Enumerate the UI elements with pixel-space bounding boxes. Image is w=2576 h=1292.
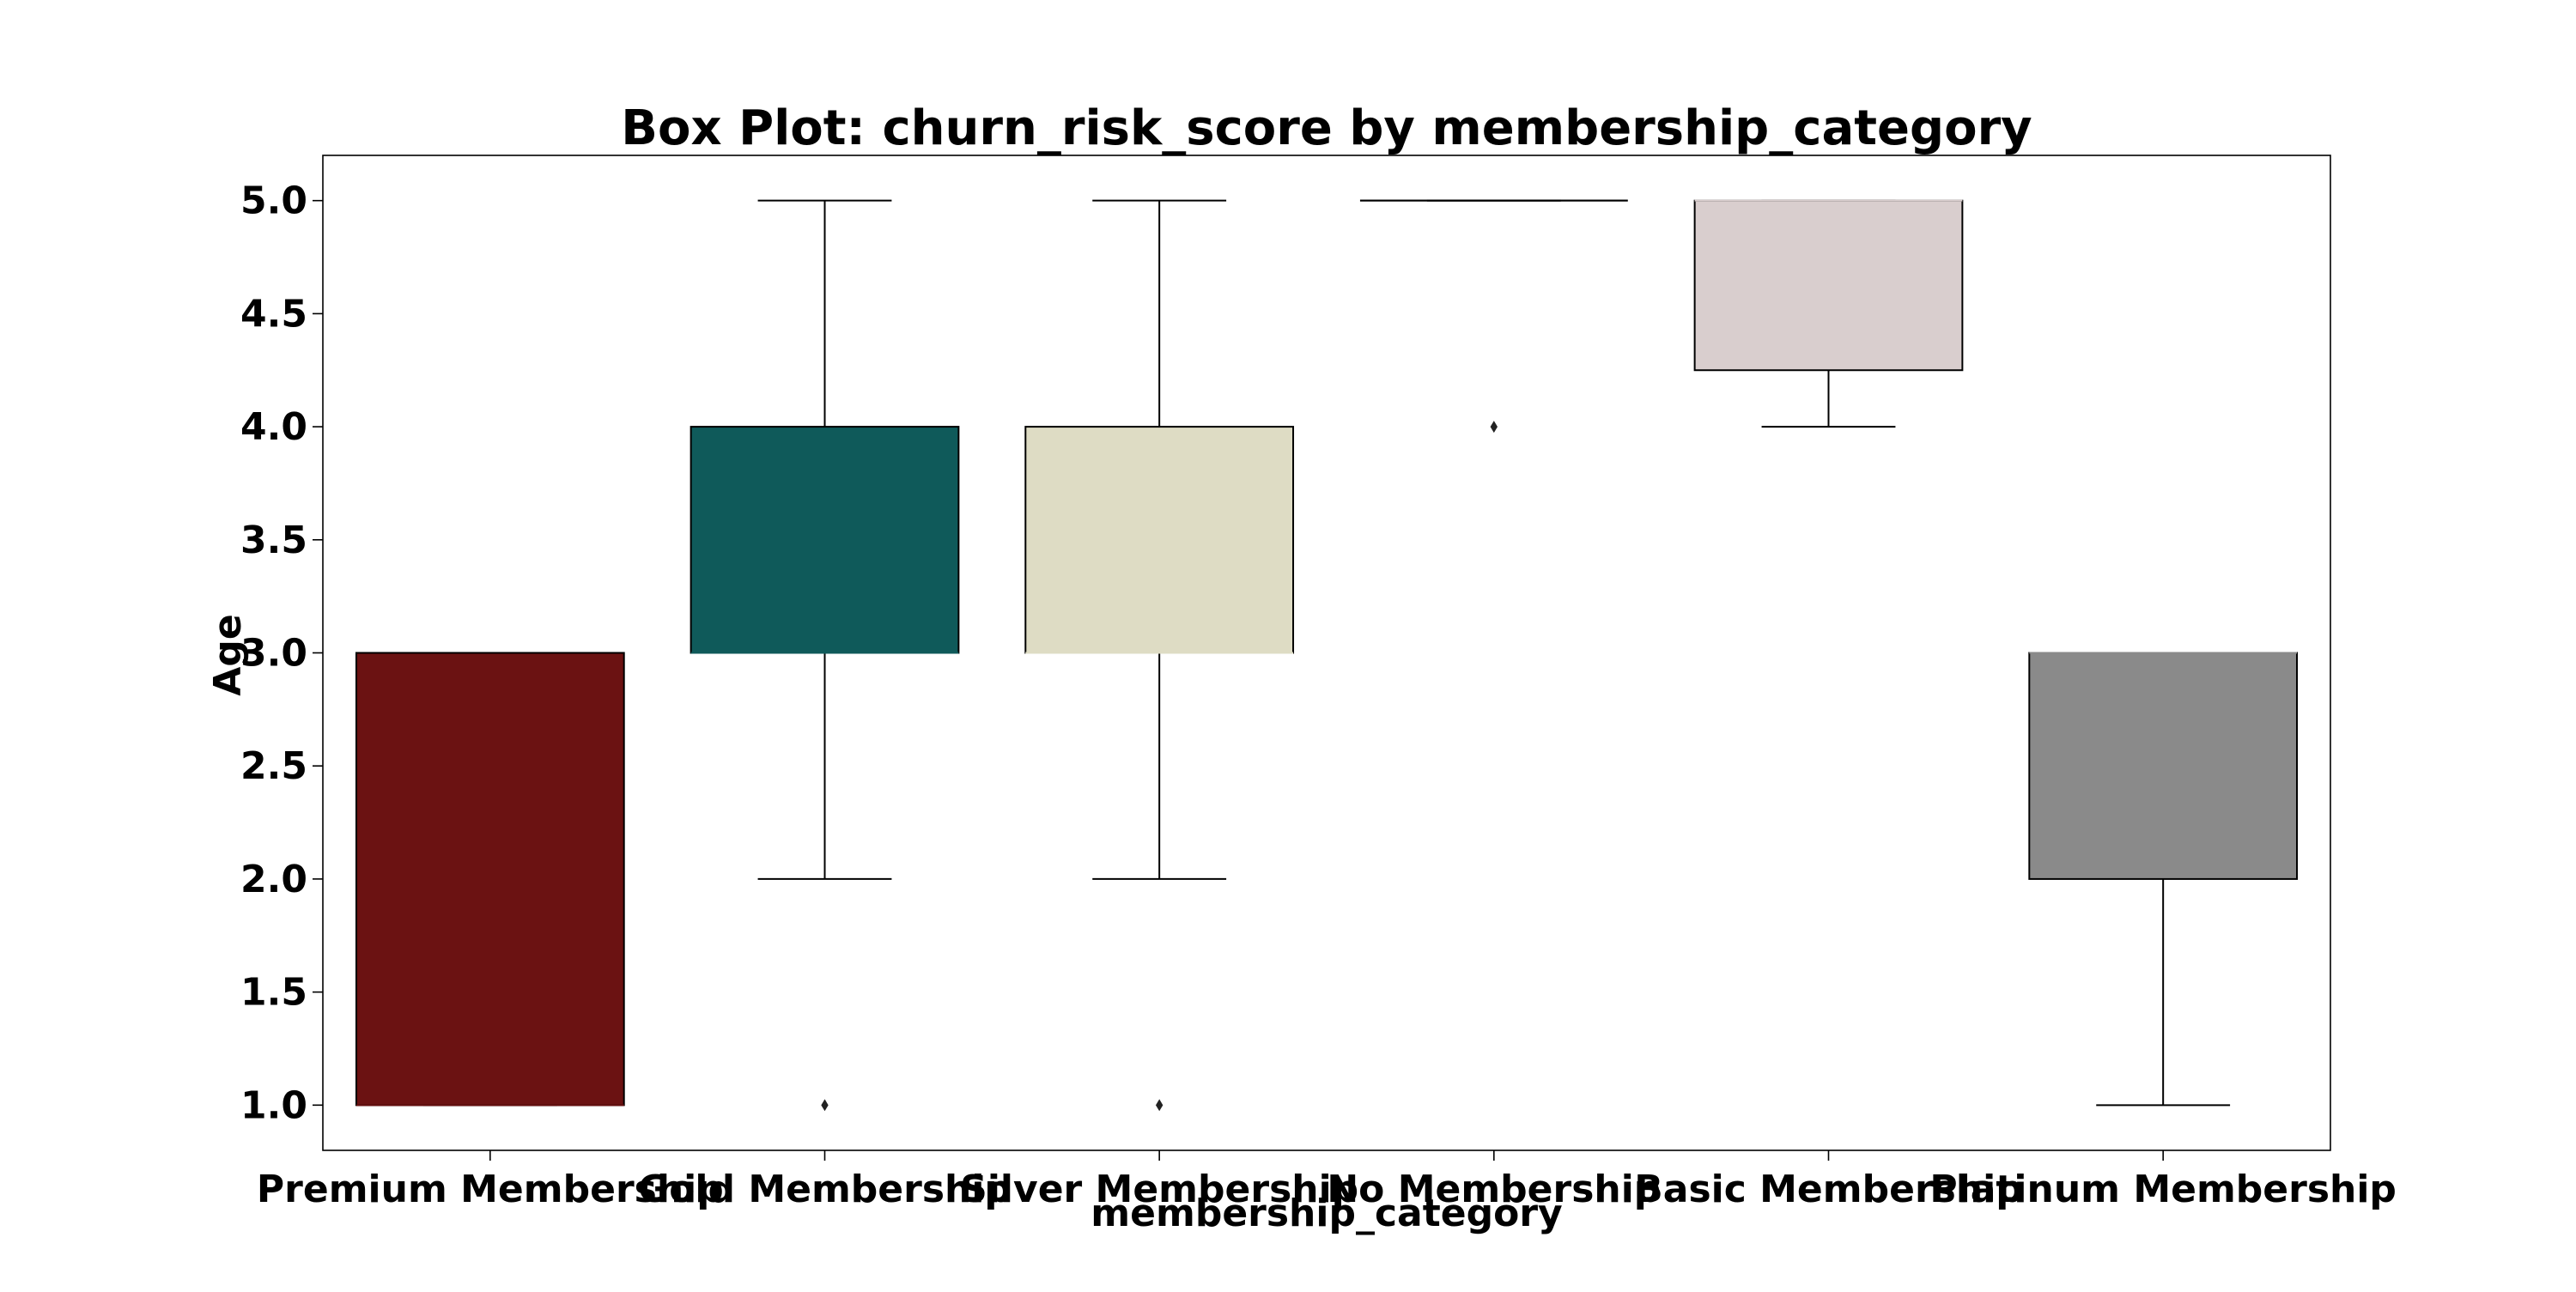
y-tick-label: 2.5	[240, 744, 307, 788]
x-tick-label: Platinum Membership	[1929, 1168, 2397, 1211]
x-tick-label: Silver Membership	[960, 1168, 1358, 1211]
x-tick-label: Gold Membership	[638, 1168, 1012, 1211]
y-tick-label: 2.0	[240, 858, 307, 901]
y-tick-label: 4.5	[240, 292, 307, 336]
box-body	[355, 652, 625, 1107]
box-body	[1024, 426, 1295, 654]
outlier-point	[1490, 421, 1498, 434]
y-tick-label: 3.5	[240, 519, 307, 562]
outlier-point	[821, 1099, 829, 1112]
y-tick-label: 1.5	[240, 971, 307, 1015]
x-tick-label: Basic Membership	[1634, 1168, 2023, 1211]
x-tick-label: No Membership	[1327, 1168, 1661, 1211]
y-tick-label: 1.0	[240, 1083, 307, 1127]
y-tick-label: 4.0	[240, 405, 307, 449]
box-body	[1693, 199, 1964, 372]
y-axis-label: Age	[206, 614, 250, 695]
plot-area: 1.0 1.5 2.0 2.5 3.0 3.5 4.0 4.5 5.0 Premium Membe…	[240, 155, 2397, 1211]
x-tick-label: Premium Membership	[257, 1168, 724, 1211]
box-body	[2028, 652, 2299, 880]
y-tick-label: 3.0	[240, 632, 307, 676]
x-axis-label: membership_category	[1091, 1192, 1562, 1235]
chart-title: Box Plot: churn_risk_score by membership…	[621, 100, 2032, 156]
y-tick-label: 5.0	[240, 179, 307, 223]
outlier-point	[1155, 1099, 1163, 1112]
box-body	[690, 426, 960, 654]
